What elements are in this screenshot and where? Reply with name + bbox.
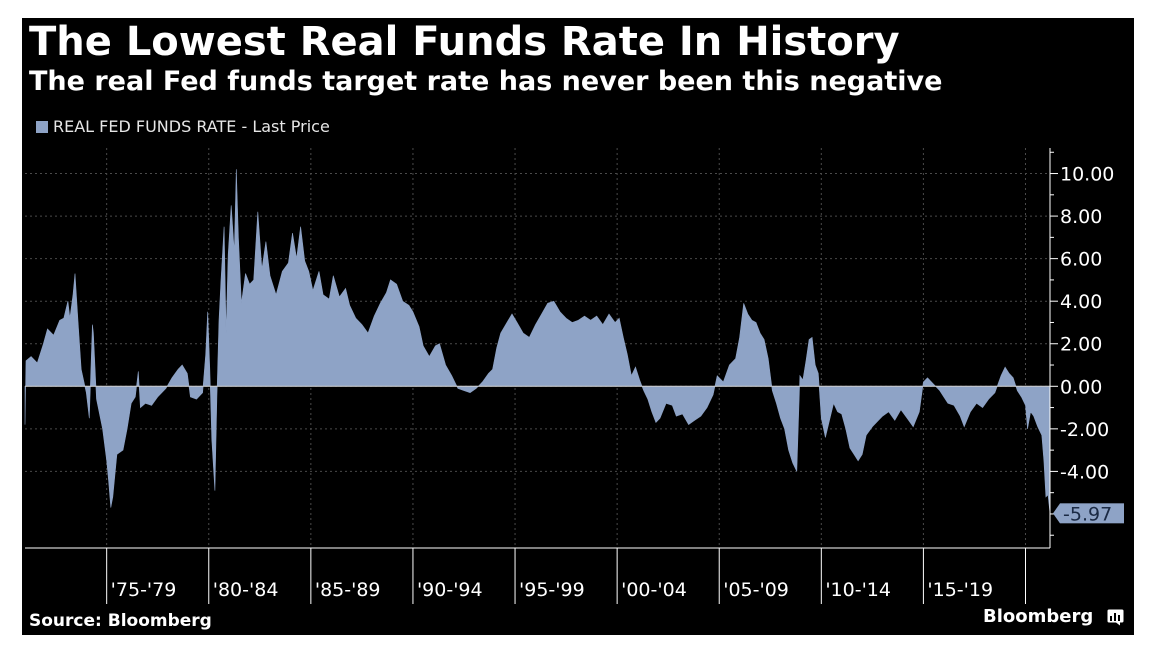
brand-name: Bloomberg bbox=[983, 606, 1094, 627]
x-tick-label: '75-'79 bbox=[111, 579, 177, 601]
last-price-label: -5.97 bbox=[1063, 503, 1112, 525]
x-tick-label: '95-'99 bbox=[519, 579, 585, 601]
chart-subtitle: The real Fed funds target rate has never… bbox=[29, 66, 943, 97]
y-tick-label: -2.00 bbox=[1060, 419, 1109, 441]
chart-title: The Lowest Real Funds Rate In History bbox=[29, 19, 900, 65]
legend-swatch bbox=[36, 121, 48, 133]
y-tick-label: 0.00 bbox=[1060, 376, 1102, 398]
y-tick-label: 2.00 bbox=[1060, 334, 1102, 356]
series-area-real-fed-funds-rate bbox=[24, 169, 1051, 514]
y-tick-label: 6.00 bbox=[1060, 249, 1102, 271]
legend-entry: REAL FED FUNDS RATE - Last Price bbox=[36, 117, 330, 137]
last-price-pointer bbox=[1053, 503, 1060, 524]
x-tick-label: '80-'84 bbox=[213, 579, 279, 601]
legend-label: REAL FED FUNDS RATE - Last Price bbox=[53, 117, 330, 136]
y-tick-label: 10.00 bbox=[1060, 164, 1114, 186]
y-tick-label: 4.00 bbox=[1060, 291, 1102, 313]
x-tick-label: '90-'94 bbox=[417, 579, 483, 601]
source-label: Source: Bloomberg bbox=[29, 611, 212, 631]
area-layer bbox=[24, 169, 1051, 514]
last-price-box bbox=[1060, 503, 1124, 524]
axis-layer: 10.00 8.00 6.00 4.00 2.00 0.00 -2.00 -4.00 -5.97… bbox=[25, 148, 1124, 604]
y-tick-label: -4.00 bbox=[1060, 461, 1109, 483]
x-tick-label: '15-'19 bbox=[927, 579, 993, 601]
x-tick-label: '85-'89 bbox=[315, 579, 381, 601]
grid-layer bbox=[25, 148, 1050, 548]
x-tick-label: '05-'09 bbox=[723, 579, 789, 601]
x-tick-label: '10-'14 bbox=[825, 579, 891, 601]
bloomberg-terminal-icon bbox=[1107, 609, 1124, 626]
y-tick-label: 8.00 bbox=[1060, 206, 1102, 228]
x-tick-label: '00-'04 bbox=[621, 579, 687, 601]
